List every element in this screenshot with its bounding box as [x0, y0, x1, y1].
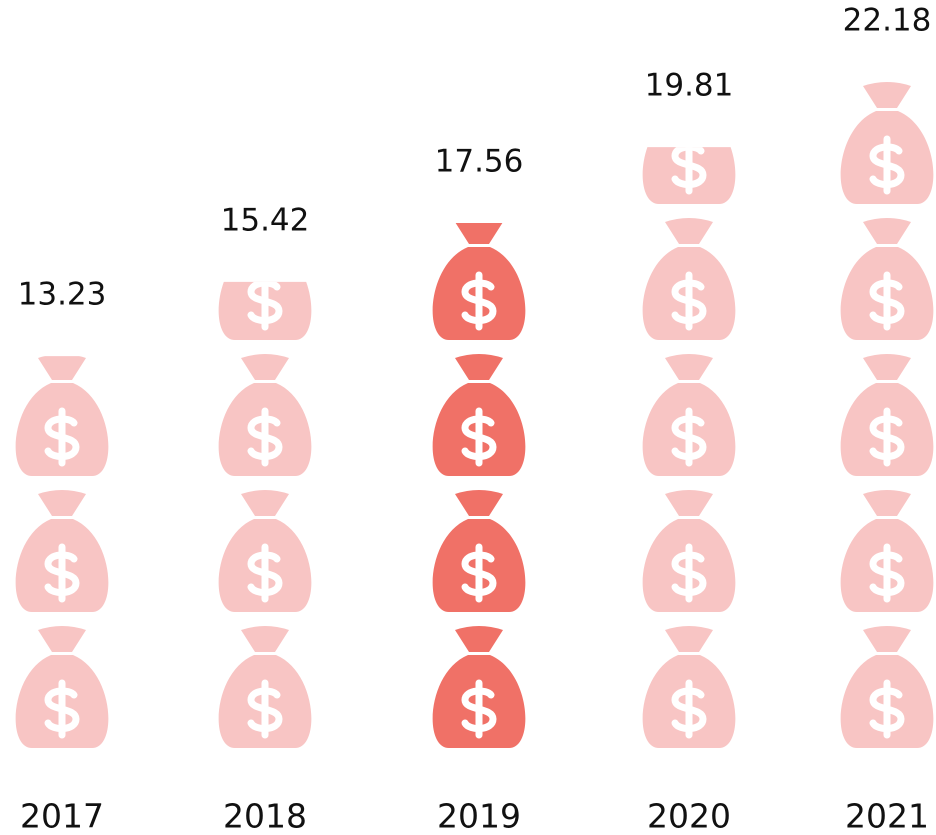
money-bag: [432, 354, 526, 476]
money-bag: [642, 354, 736, 476]
dollar-sign: [461, 543, 497, 603]
money-bag: [840, 354, 934, 476]
dollar-sign: [247, 281, 283, 331]
dollar-sign: [461, 679, 497, 739]
money-bag: [642, 626, 736, 748]
value-label: 13.23: [18, 277, 107, 313]
dollar-sign: [247, 407, 283, 467]
dollar-sign: [247, 679, 283, 739]
dollar-sign: [247, 543, 283, 603]
x-tick-label: 2017: [20, 797, 104, 835]
money-bag: [840, 218, 934, 340]
value-label: 22.18: [843, 3, 932, 39]
x-tick-label: 2020: [647, 797, 731, 835]
money-bag: [218, 354, 312, 476]
dollar-sign: [44, 679, 80, 739]
money-bag: [432, 626, 526, 748]
dollar-sign: [461, 407, 497, 467]
money-bag: [840, 82, 934, 204]
value-label: 19.81: [645, 68, 734, 104]
x-tick-label: 2019: [437, 797, 521, 835]
x-tick-label: 2021: [845, 797, 929, 835]
money-bag: [642, 490, 736, 612]
dollar-sign: [869, 271, 905, 331]
dollar-sign: [671, 271, 707, 331]
money-bag: [15, 626, 109, 748]
dollar-sign: [869, 679, 905, 739]
dollar-sign: [671, 407, 707, 467]
dollar-sign: [44, 543, 80, 603]
dollar-sign: [869, 135, 905, 195]
dollar-sign: [869, 407, 905, 467]
dollar-sign: [671, 679, 707, 739]
money-bag: [642, 147, 736, 204]
value-label: 17.56: [435, 144, 524, 180]
dollar-sign: [671, 147, 707, 195]
money-bag: [15, 356, 109, 476]
money-bag: [15, 490, 109, 612]
money-bag: [432, 223, 526, 340]
money-bag: [432, 490, 526, 612]
x-tick-label: 2018: [223, 797, 307, 835]
value-label: 15.42: [221, 202, 310, 238]
money-bag: [218, 490, 312, 612]
dollar-sign: [461, 271, 497, 331]
money-bag: [840, 626, 934, 748]
dollar-sign: [44, 407, 80, 467]
dollar-sign: [869, 543, 905, 603]
money-bag: [840, 490, 934, 612]
money-bag: [218, 281, 312, 340]
money-bag: [642, 218, 736, 340]
dollar-sign: [671, 543, 707, 603]
money-bag: [218, 626, 312, 748]
